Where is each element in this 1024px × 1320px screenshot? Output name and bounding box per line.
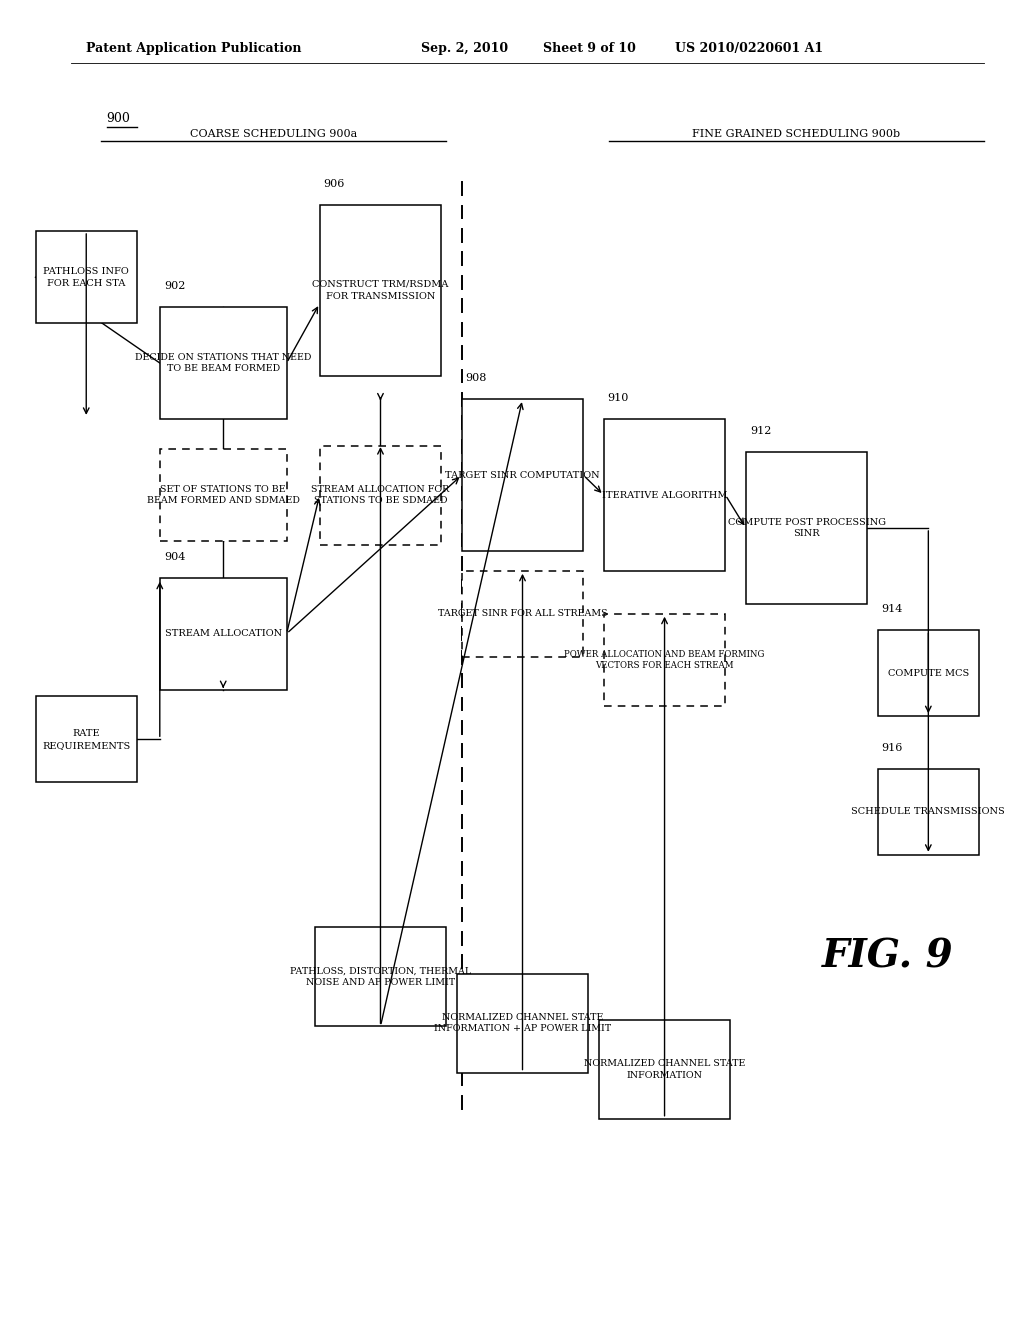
- Text: Sheet 9 of 10: Sheet 9 of 10: [543, 42, 636, 55]
- Text: 912: 912: [750, 426, 771, 436]
- Text: ITERATIVE ALGORITHM: ITERATIVE ALGORITHM: [602, 491, 727, 499]
- Text: COMPUTE MCS: COMPUTE MCS: [888, 669, 969, 677]
- Text: 904: 904: [164, 552, 185, 562]
- Text: RATE
REQUIREMENTS: RATE REQUIREMENTS: [42, 729, 130, 750]
- Text: CONSTRUCT TRM/RSDMA
FOR TRANSMISSION: CONSTRUCT TRM/RSDMA FOR TRANSMISSION: [312, 280, 449, 301]
- Bar: [604, 614, 725, 706]
- Text: STREAM ALLOCATION FOR
STATIONS TO BE SDMAED: STREAM ALLOCATION FOR STATIONS TO BE SDM…: [311, 484, 450, 506]
- Text: SET OF STATIONS TO BE
BEAM FORMED AND SDMAED: SET OF STATIONS TO BE BEAM FORMED AND SD…: [146, 484, 300, 506]
- Text: STREAM ALLOCATION: STREAM ALLOCATION: [165, 630, 282, 638]
- Text: FINE GRAINED SCHEDULING 900b: FINE GRAINED SCHEDULING 900b: [692, 128, 900, 139]
- Bar: [878, 768, 979, 855]
- Bar: [314, 928, 446, 1027]
- Text: FIG. 9: FIG. 9: [822, 939, 953, 975]
- Bar: [599, 1020, 730, 1119]
- Text: 916: 916: [882, 743, 903, 752]
- Text: 908: 908: [466, 374, 487, 383]
- Text: PATHLOSS INFO
FOR EACH STA: PATHLOSS INFO FOR EACH STA: [43, 267, 129, 288]
- Bar: [36, 231, 137, 323]
- Bar: [462, 570, 584, 656]
- Text: 902: 902: [164, 281, 185, 290]
- Text: TARGET SINR COMPUTATION: TARGET SINR COMPUTATION: [445, 471, 600, 479]
- Bar: [36, 697, 137, 781]
- Text: POWER ALLOCATION AND BEAM FORMING
VECTORS FOR EACH STREAM: POWER ALLOCATION AND BEAM FORMING VECTOR…: [564, 649, 765, 671]
- Text: DECIDE ON STATIONS THAT NEED
TO BE BEAM FORMED: DECIDE ON STATIONS THAT NEED TO BE BEAM …: [135, 352, 311, 374]
- Text: Patent Application Publication: Patent Application Publication: [86, 42, 302, 55]
- Text: US 2010/0220601 A1: US 2010/0220601 A1: [675, 42, 823, 55]
- Bar: [462, 400, 584, 552]
- Bar: [319, 446, 441, 544]
- Bar: [160, 449, 287, 541]
- Bar: [160, 308, 287, 420]
- Text: 910: 910: [607, 393, 629, 404]
- Bar: [319, 205, 441, 376]
- Text: Sep. 2, 2010: Sep. 2, 2010: [421, 42, 508, 55]
- Text: SCHEDULE TRANSMISSIONS: SCHEDULE TRANSMISSIONS: [852, 808, 1006, 816]
- Text: 914: 914: [882, 605, 903, 615]
- Bar: [457, 974, 589, 1072]
- Text: COMPUTE POST PROCESSING
SINR: COMPUTE POST PROCESSING SINR: [728, 517, 886, 539]
- Bar: [604, 420, 725, 570]
- Text: 906: 906: [324, 178, 345, 189]
- Text: NORMALIZED CHANNEL STATE
INFORMATION: NORMALIZED CHANNEL STATE INFORMATION: [584, 1059, 745, 1080]
- Text: NORMALIZED CHANNEL STATE
INFORMATION + AP POWER LIMIT: NORMALIZED CHANNEL STATE INFORMATION + A…: [434, 1012, 611, 1034]
- Bar: [160, 578, 287, 689]
- Text: COARSE SCHEDULING 900a: COARSE SCHEDULING 900a: [190, 128, 357, 139]
- Bar: [878, 631, 979, 715]
- Bar: [745, 451, 867, 605]
- Text: PATHLOSS, DISTORTION, THERMAL
NOISE AND AP POWER LIMIT: PATHLOSS, DISTORTION, THERMAL NOISE AND …: [290, 966, 471, 987]
- Text: TARGET SINR FOR ALL STREAMS: TARGET SINR FOR ALL STREAMS: [437, 610, 607, 618]
- Text: 900: 900: [106, 112, 130, 125]
